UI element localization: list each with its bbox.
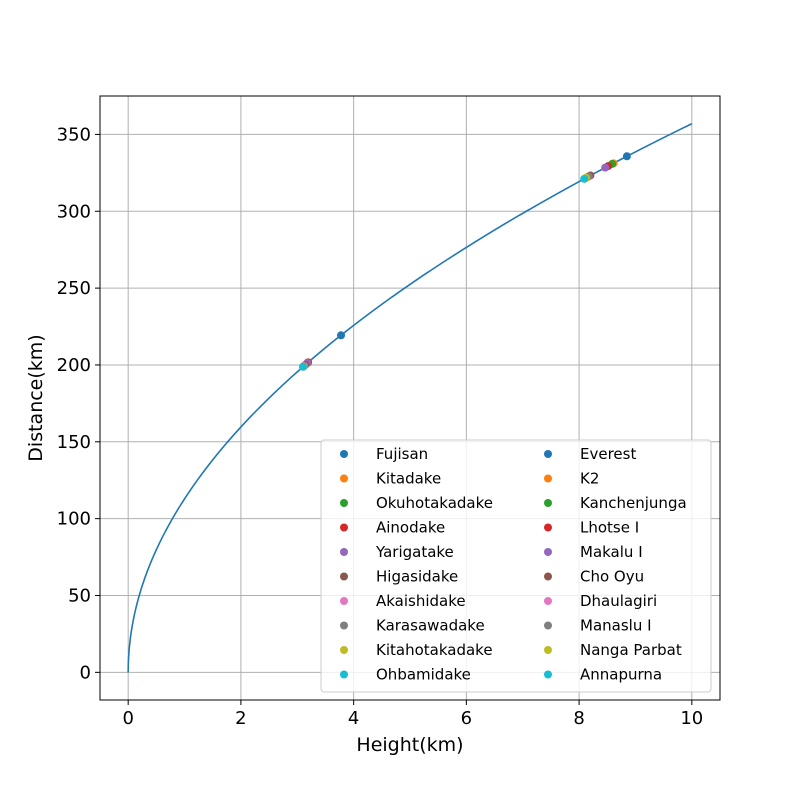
legend-label: Kanchenjunga xyxy=(580,494,687,512)
legend-label: Makalu I xyxy=(580,543,643,561)
y-tick-label: 100 xyxy=(57,509,91,530)
legend-marker xyxy=(544,646,552,654)
legend-marker xyxy=(544,621,552,630)
y-tick-label: 150 xyxy=(57,432,91,453)
legend-marker xyxy=(340,523,348,532)
data-points xyxy=(298,152,631,371)
x-tick-label: 4 xyxy=(348,708,359,729)
x-tick-label: 2 xyxy=(235,708,246,729)
legend-marker xyxy=(340,572,348,581)
legend-marker xyxy=(340,474,348,483)
legend-marker xyxy=(544,670,552,679)
legend-label: Kitadake xyxy=(376,470,441,488)
y-tick-label: 200 xyxy=(57,355,91,376)
point-ohbamidake xyxy=(298,362,307,371)
legend-marker xyxy=(544,597,552,605)
legend-marker xyxy=(340,548,348,556)
legend-label: Cho Oyu xyxy=(580,568,644,586)
x-tick-label: 10 xyxy=(680,708,703,729)
point-everest xyxy=(622,152,631,161)
legend-frame xyxy=(320,439,712,693)
point-makalu-i xyxy=(601,163,610,172)
point-annapurna xyxy=(580,174,589,183)
legend-label: Karasawadake xyxy=(376,617,485,635)
legend-marker xyxy=(340,597,348,605)
distance-curve xyxy=(127,123,693,673)
legend-label: Yarigatake xyxy=(375,543,454,561)
legend-label: Nanga Parbat xyxy=(580,641,682,659)
legend-label: Manaslu I xyxy=(580,617,652,635)
y-tick-label: 250 xyxy=(57,278,91,299)
curve-layer xyxy=(127,123,693,673)
x-tick-label: 6 xyxy=(461,708,472,729)
y-tick-label: 300 xyxy=(57,201,91,222)
legend-marker xyxy=(340,450,348,458)
legend-marker xyxy=(544,474,552,483)
legend-marker xyxy=(340,499,348,507)
legend-marker xyxy=(340,621,348,630)
x-tick-label: 0 xyxy=(122,708,133,729)
legend-label: Okuhotakadake xyxy=(376,494,493,512)
y-axis-label: Distance(km) xyxy=(25,334,47,461)
legend-marker xyxy=(544,499,552,507)
legend-label: Annapurna xyxy=(580,666,662,684)
y-tick-label: 0 xyxy=(80,662,91,683)
x-axis-label: Height(km) xyxy=(356,734,463,756)
legend-marker xyxy=(340,670,348,679)
legend-label: Ainodake xyxy=(376,519,445,537)
legend-label: Lhotse I xyxy=(580,519,639,537)
plot-frame xyxy=(99,95,721,701)
point-fujisan xyxy=(337,331,346,340)
legend-label: Dhaulagiri xyxy=(580,592,657,610)
legend-marker xyxy=(544,572,552,581)
legend-label: Higasidake xyxy=(376,568,458,586)
legend-marker xyxy=(544,523,552,532)
legend-label: Kitahotakadake xyxy=(376,641,493,659)
legend-label: Fujisan xyxy=(376,445,428,463)
legend-label: Ohbamidake xyxy=(376,666,471,684)
legend-label: Everest xyxy=(580,445,636,463)
legend-label: K2 xyxy=(580,470,599,488)
x-tick-label: 8 xyxy=(573,708,584,729)
legend: Fujisan Kitadake Okuhotakadake Ainodake Yari… xyxy=(320,439,712,693)
legend-label: Akaishidake xyxy=(376,592,466,610)
y-tick-label: 50 xyxy=(68,585,91,606)
legend-marker xyxy=(544,450,552,458)
y-tick-label: 350 xyxy=(57,124,91,145)
legend-marker xyxy=(340,646,348,654)
legend-marker xyxy=(544,548,552,556)
